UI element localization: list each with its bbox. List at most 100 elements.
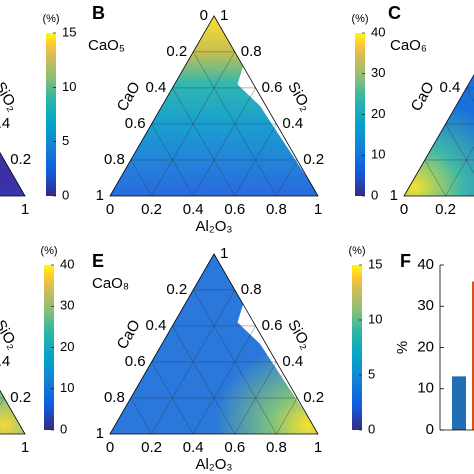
ternary-tick-label: 0.8 — [266, 439, 287, 456]
ternary-surface — [110, 253, 318, 434]
ternary-tick-label: 0.8 — [241, 43, 262, 60]
panel-label: E — [92, 251, 104, 271]
y-tick-label: 20 — [417, 338, 434, 355]
axis-label: CaO — [408, 79, 438, 114]
axis-label: SiO₂ — [0, 317, 21, 352]
bar — [472, 281, 474, 430]
ternary-surface — [110, 15, 318, 197]
ternary-grid — [151, 289, 236, 435]
colorbar-tick-label: 10 — [371, 147, 385, 162]
ternary-tick-label: 1 — [21, 439, 29, 456]
axis-label: CaO — [114, 79, 144, 114]
panel-title: CaO₈ — [92, 275, 129, 292]
ternary-tick-label: 0.4 — [282, 353, 303, 370]
ternary-grid — [192, 325, 256, 435]
ternary-tick-label: 0.2 — [435, 201, 456, 218]
ternary-tick-label: 0.4 — [183, 439, 204, 456]
ternary-tick-label: 1 — [314, 201, 322, 218]
ternary-grid — [130, 159, 152, 197]
ternary-tick-label: 0.6 — [262, 79, 283, 96]
ternary-grid — [172, 325, 236, 435]
ternary-grid — [172, 87, 236, 197]
colorbar-tick-label: 10 — [62, 79, 76, 94]
ternary-tick-label: 0.2 — [166, 281, 187, 298]
colorbar-tick-label: 10 — [368, 311, 382, 326]
colorbar-tick-label: 5 — [368, 366, 375, 381]
ternary-grid — [192, 87, 256, 197]
ternary-grid — [276, 397, 298, 435]
y-tick-label: 0 — [426, 421, 434, 438]
colorbar — [44, 265, 54, 430]
colorbar-tick-label: 0 — [368, 421, 375, 436]
colorbar-label: (%) — [40, 245, 57, 257]
y-tick-label: 40 — [417, 256, 434, 273]
ternary-tick-label: 0.8 — [104, 389, 125, 406]
colorbar-tick-label: 15 — [62, 24, 76, 39]
ternary-tick-label: 0.2 — [166, 43, 187, 60]
ternary-tick-label: 1 — [220, 245, 228, 262]
ternary-grid — [445, 146, 474, 197]
ternary-tick-label: 0.2 — [303, 389, 324, 406]
ternary-tick-label: 0 — [106, 439, 114, 456]
ternary-tick-label: 0.2 — [10, 389, 31, 406]
axis-label: SiO₂ — [284, 317, 314, 352]
ternary-grid — [130, 397, 152, 435]
ternary-tick-label: 0.6 — [224, 439, 245, 456]
ternary-tick-label: 1 — [314, 439, 322, 456]
ternary-tick-label: 0.2 — [141, 201, 162, 218]
colorbar-tick-label: 20 — [371, 106, 385, 121]
colorbar-tick-label: 30 — [60, 298, 74, 313]
ternary-frame — [403, 73, 474, 197]
ternary-tick-label: 1 — [220, 7, 228, 24]
ternary-grid — [276, 159, 298, 197]
colorbar-tick-label: 40 — [60, 256, 74, 271]
colorbar-tick-label: 10 — [60, 380, 74, 395]
ternary-tick-label: 0.6 — [262, 317, 283, 334]
ternary-tick-label: 0.4 — [146, 79, 167, 96]
colorbar-tick-label: 20 — [60, 339, 74, 354]
ternary-tick-label: 0.2 — [141, 439, 162, 456]
ternary-tick-label: 0 — [106, 201, 114, 218]
ternary-tick-label: 0.6 — [125, 115, 146, 132]
ternary-tick-label: 1 — [96, 425, 104, 442]
colorbar-label: (%) — [348, 245, 365, 257]
panel-label: B — [92, 3, 105, 23]
ternary-tick-label: 0.4 — [183, 201, 204, 218]
ternary-frame — [109, 253, 319, 435]
colorbar-tick-label: 5 — [62, 133, 69, 148]
ternary-tick-label: 1 — [21, 201, 29, 218]
axis-label: Al₂O₃ — [196, 456, 233, 473]
axis-label: SiO₂ — [284, 79, 314, 114]
axis-label: CaO — [114, 317, 144, 352]
ternary-tick-label: 0.2 — [10, 151, 31, 168]
ternary-tick-label: 0.8 — [266, 201, 287, 218]
ternary-tick-label: 0.4 — [0, 115, 10, 132]
panel-label: C — [388, 3, 401, 23]
colorbar-tick-label: 30 — [371, 65, 385, 80]
colorbar — [355, 33, 365, 196]
ternary-grid — [0, 159, 5, 168]
panel-title: CaO₆ — [390, 37, 427, 54]
ternary-grid — [424, 159, 446, 197]
colorbar-label: (%) — [351, 13, 368, 25]
y-tick-label: 10 — [417, 380, 434, 397]
y-tick-label: 30 — [417, 297, 434, 314]
colorbar-tick-label: 0 — [60, 421, 67, 436]
panel-title: CaO₅ — [88, 37, 125, 54]
colorbar-tick-label: 15 — [368, 256, 382, 271]
ternary-grid — [0, 397, 5, 406]
ternary-tick-label: 0.6 — [125, 353, 146, 370]
y-axis-label: % — [394, 341, 411, 354]
ternary-tick-label: 0.4 — [0, 353, 10, 370]
colorbar-tick-label: 0 — [62, 187, 69, 202]
ternary-tick-label: 0.4 — [282, 115, 303, 132]
ternary-tick-label: 0.8 — [241, 281, 262, 298]
ternary-grid — [151, 51, 236, 197]
colorbar-label: (%) — [42, 13, 59, 25]
axis-label: Al₂O₃ — [196, 218, 233, 235]
colorbar — [352, 265, 362, 430]
ternary-tick-label: 1 — [390, 187, 398, 204]
ternary-tick-label: 0.4 — [440, 79, 461, 96]
ternary-tick-label: 0 — [400, 201, 408, 218]
